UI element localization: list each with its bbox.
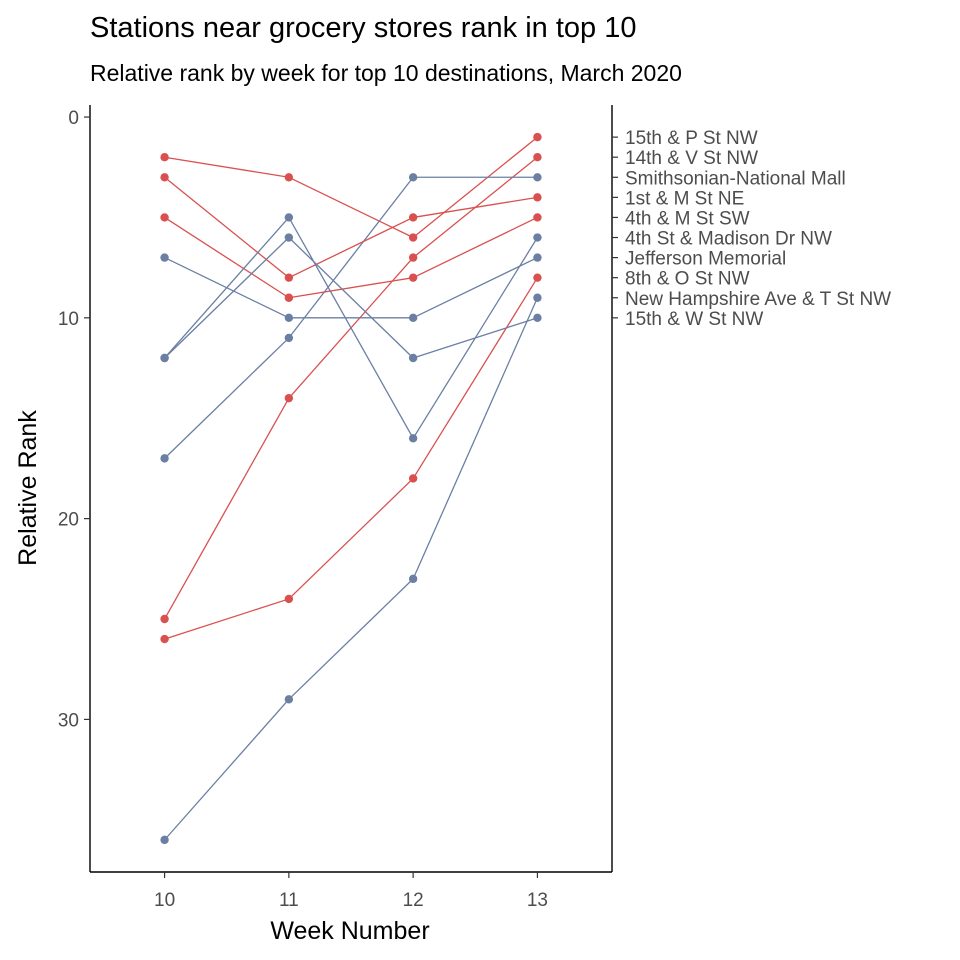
y-tick-label: 30	[58, 710, 79, 731]
data-point	[533, 213, 542, 222]
series-segment	[413, 196, 538, 219]
data-point	[160, 634, 169, 644]
series-segment	[412, 136, 538, 239]
series-segment	[288, 277, 414, 299]
data-point	[284, 233, 294, 242]
station-label-jefferson-memorial: Jefferson Memorial	[625, 249, 786, 270]
station-label-8th-o-st-nw: 8th & O St NW	[625, 269, 750, 290]
station-label-15th-w-st-nw: 15th & W St NW	[625, 309, 763, 330]
data-point	[408, 313, 418, 323]
series-segment	[412, 257, 538, 319]
data-point	[160, 835, 169, 845]
series-15th-w-st-nw	[160, 233, 542, 363]
series-segment	[412, 216, 538, 279]
data-point	[408, 353, 418, 363]
data-point	[284, 173, 294, 182]
data-point	[284, 213, 294, 222]
data-point	[284, 293, 294, 302]
series-8th-o-st-nw	[160, 273, 542, 644]
series-segment	[164, 237, 290, 359]
data-point	[533, 273, 542, 282]
series-segment	[164, 698, 290, 841]
series-new-hampshire-ave-t-st-nw	[160, 293, 542, 845]
y-tick-label: 10	[58, 309, 79, 330]
series-segment	[412, 297, 539, 580]
series-segment	[164, 176, 290, 279]
x-tick-label: 12	[403, 890, 424, 911]
chart-title: Stations near grocery stores rank in top…	[90, 12, 637, 44]
data-point	[408, 474, 418, 483]
station-label-new-hampshire-ave-t-st-nw: New Hampshire Ave & T St NW	[625, 289, 891, 310]
station-label-15th-p-st-nw: 15th & P St NW	[625, 128, 758, 149]
station-label-1st-m-st-ne: 1st & M St NE	[625, 188, 744, 209]
data-point	[160, 614, 169, 624]
series-segment	[288, 217, 414, 439]
data-point	[160, 353, 169, 363]
data-point	[408, 273, 418, 282]
data-point	[160, 173, 169, 182]
data-point	[160, 253, 169, 262]
data-point	[284, 333, 294, 343]
data-point	[533, 173, 542, 182]
series-segment	[412, 317, 538, 359]
station-label-4th-m-st-sw: 4th & M St SW	[625, 208, 750, 229]
series-segment	[288, 216, 414, 279]
data-point	[284, 273, 294, 282]
data-point	[533, 193, 542, 202]
series-segment	[164, 337, 290, 459]
series-segment	[164, 156, 289, 178]
series-segment	[164, 397, 290, 620]
data-point	[284, 393, 294, 403]
data-point	[160, 153, 169, 162]
series-segment	[164, 257, 290, 319]
series-segment	[164, 598, 290, 640]
data-point	[408, 233, 418, 242]
data-point	[533, 293, 542, 302]
x-tick-label: 13	[527, 890, 548, 911]
data-point	[408, 574, 418, 584]
station-label-smithsonian-national-mall: Smithsonian-National Mall	[625, 168, 846, 189]
series-segment	[288, 176, 414, 239]
data-point	[408, 253, 418, 262]
data-point	[408, 213, 418, 222]
data-point	[533, 313, 542, 323]
series-14th-v-st-nw	[160, 153, 542, 624]
series-jefferson-memorial	[160, 253, 542, 323]
series-segment	[412, 277, 538, 479]
series-segment	[288, 477, 414, 600]
x-axis-title: Week Number	[270, 917, 429, 945]
data-point	[284, 313, 294, 323]
axes-layer: 0 10 20 30 10 11 12 13	[58, 105, 613, 911]
y-axis-title: Relative Rank	[14, 410, 42, 566]
chart-subtitle: Relative rank by week for top 10 destina…	[90, 60, 682, 86]
x-tick-label: 10	[154, 890, 175, 911]
series-segment	[288, 578, 414, 700]
series-15th-p-st-nw	[160, 132, 542, 242]
series-1st-m-st-ne	[160, 173, 542, 282]
data-point	[408, 434, 418, 443]
station-label-14th-v-st-nw: 14th & V St NW	[625, 148, 758, 169]
data-point	[160, 454, 169, 463]
data-point	[533, 233, 542, 242]
series-smithsonian-national-mall	[160, 173, 542, 463]
data-point	[533, 132, 542, 142]
data-point	[284, 695, 294, 704]
data-point	[533, 153, 542, 162]
x-tick-label: 11	[279, 890, 299, 911]
data-point	[408, 173, 418, 182]
series-4th-m-st-sw	[160, 213, 542, 302]
data-point	[160, 213, 169, 222]
y-tick-label: 20	[58, 510, 79, 531]
series-segment	[164, 216, 290, 299]
data-point	[284, 594, 294, 604]
series-layer	[160, 132, 542, 845]
data-point	[533, 253, 542, 262]
series-segment	[288, 237, 414, 359]
station-label-4th-st-madison-dr-nw: 4th St & Madison Dr NW	[625, 229, 832, 250]
series-segment	[288, 176, 414, 339]
y-tick-label: 0	[68, 108, 79, 129]
